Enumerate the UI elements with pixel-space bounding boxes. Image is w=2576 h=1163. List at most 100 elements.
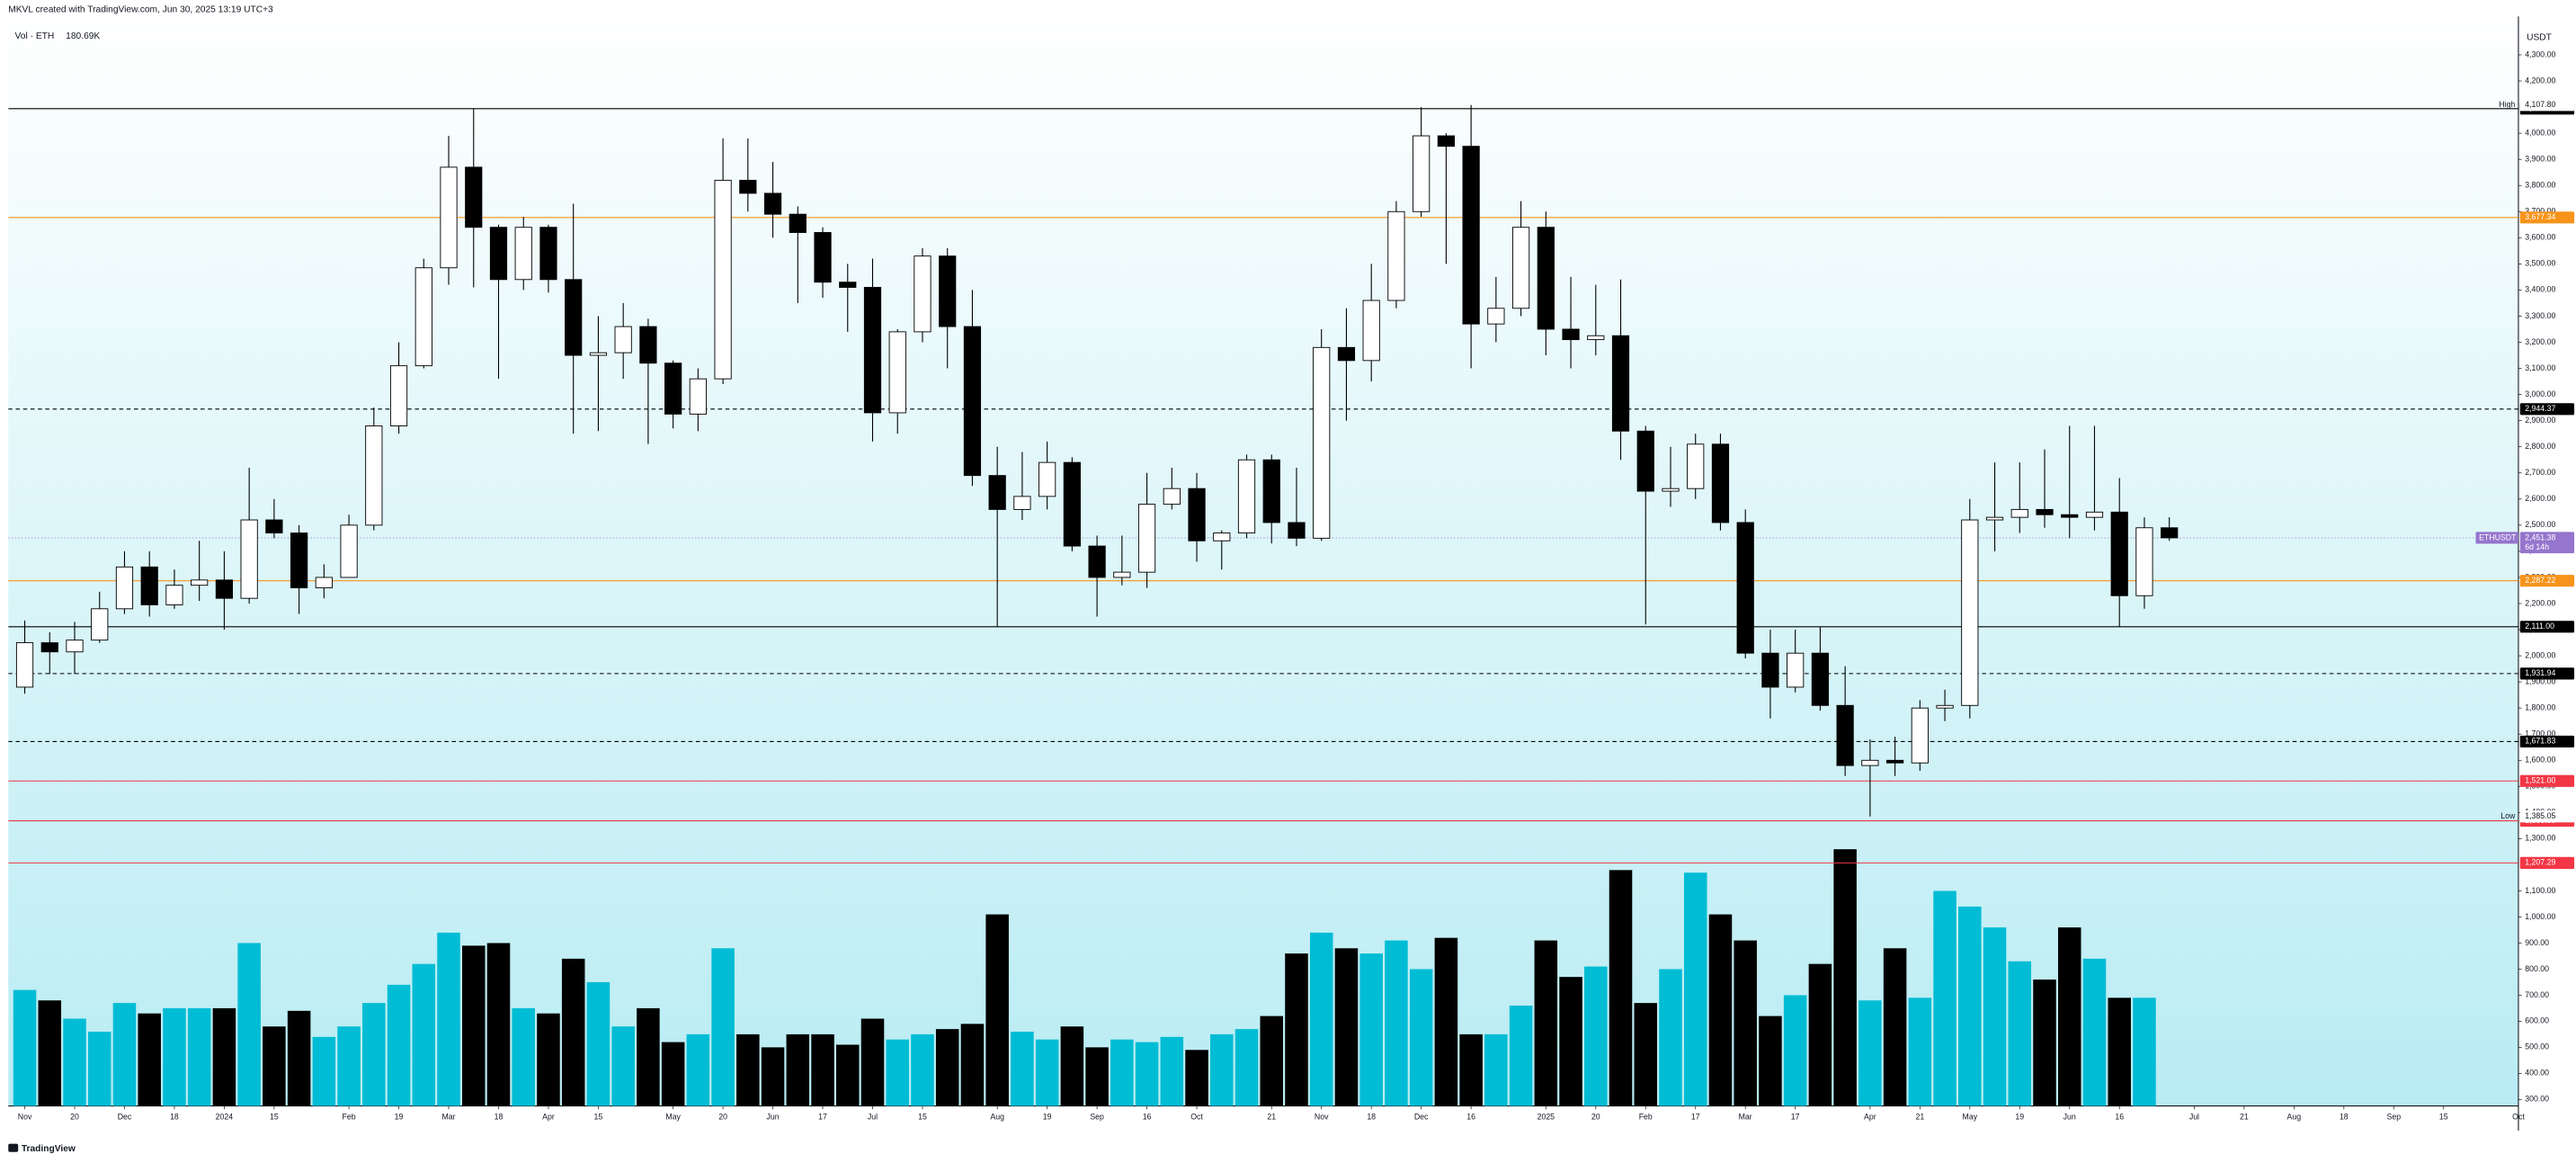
volume-bar [1385,940,1408,1106]
candle-body [1113,571,1131,578]
volume-bar [537,1013,560,1106]
x-tick-label: Sep [1090,1113,1104,1122]
y-tick-label: 4,200.00 [2525,76,2555,85]
y-tick-label: 3,400.00 [2525,285,2555,294]
volume-bar [561,958,585,1106]
y-tick-label: 3,100.00 [2525,363,2555,372]
x-tick-label: Jun [2063,1113,2076,1122]
x-tick-label: Mar [1739,1113,1752,1122]
x-tick-label: Sep [2386,1113,2401,1122]
x-tick-label: May [1963,1113,1978,1122]
x-tick-label: 18 [170,1113,179,1122]
level-badge-bg [2519,667,2575,680]
level-badge: 3,677.34 [2525,212,2555,221]
level-badge: 2,287.22 [2525,576,2555,585]
candle-body [315,577,333,589]
level-badge-bg [2519,856,2575,869]
x-tick-label: May [665,1113,681,1122]
candle-body [739,179,757,194]
volume-bar [1285,953,1308,1106]
candle-body [1313,346,1331,539]
candle-body [2161,527,2179,539]
y2-tick-label: 300.00 [2525,1095,2549,1104]
plot [8,104,2518,1106]
candle-body [1736,522,1754,654]
candle-body [91,608,109,641]
candle-body [2061,514,2079,518]
x-tick-label: 19 [1043,1113,1052,1122]
candle-body [1711,443,1730,523]
candle-body [290,532,308,589]
candle-body [914,255,931,333]
logo-icon [8,1143,19,1152]
extreme-label: Low [2500,811,2516,820]
candle-body [1836,704,1854,766]
candle-body [1936,704,1954,709]
volume-bar [1035,1039,1059,1106]
volume-bar [1808,963,1832,1106]
candle-body [66,640,84,653]
volume-bar [836,1044,860,1106]
candle-body [1662,488,1680,492]
volume-bar [1135,1042,1159,1106]
volume-bar [312,1036,336,1106]
extreme-bg [2519,99,2575,112]
y2-tick-label: 800.00 [2525,964,2549,973]
volume-bar [637,1007,660,1106]
candle-body [939,255,957,327]
current-price: 2,451.38 [2525,532,2555,541]
volume-bar [163,1007,186,1106]
x-tick-label: 15 [2439,1113,2448,1122]
candle-body [539,227,557,281]
candle-body [514,227,532,281]
candle-body [1885,759,1904,764]
extreme-value: 4,107.80 [2525,100,2555,109]
symbol-badge-bg [2475,532,2518,544]
candle-body [1462,146,1480,325]
volume-bar [1484,1033,1508,1106]
volume-bar [1459,1033,1483,1106]
candle-body [215,579,234,599]
y-tick-label: 2,500.00 [2525,520,2555,529]
candle-body [440,166,458,269]
volume-bar [1434,937,1458,1106]
candle-body [140,566,158,605]
volume-bar [1958,906,1982,1106]
x-tick-label: 17 [818,1113,827,1122]
current-symbol: ETHUSDT [2479,532,2517,541]
volume-bar [461,945,486,1106]
y-tick-label: 4,000.00 [2525,128,2555,137]
y-tick-label: 2,900.00 [2525,416,2555,425]
volume-bar [38,1000,62,1106]
candle-body [365,425,383,526]
y2-tick-label: 900.00 [2525,938,2549,947]
y2-tick-label: 1,100.00 [2525,886,2555,895]
volume-legend-value: 180.69K [66,31,100,41]
volume-bar [1734,940,1757,1106]
y-tick-label: 2,800.00 [2525,442,2555,451]
volume-bar [2033,980,2056,1106]
x-tick-label: Nov [18,1113,32,1122]
x-tick-label: Oct [1190,1113,1203,1122]
x-tick-label: 17 [1691,1113,1700,1122]
y2-tick-label: 1,000.00 [2525,912,2555,921]
x-tick-label: Nov [1315,1113,1329,1122]
volume-bar [935,1029,959,1106]
candle-body [1811,652,1830,706]
candle-body [714,179,732,380]
volume-bar [985,914,1009,1106]
volume-bar [1085,1047,1109,1106]
y-tick-label: 3,800.00 [2525,181,2555,190]
candle-body [465,166,483,228]
x-tick-label: Aug [990,1113,1004,1122]
y-tick-label: 3,500.00 [2525,259,2555,268]
y-tick-label: 4,300.00 [2525,49,2555,58]
volume-bar [1883,948,1907,1106]
volume-bar [1933,890,1957,1106]
volume-bar [1833,849,1857,1106]
candle-body [565,279,583,356]
y-tick-label: 1,900.00 [2525,676,2555,685]
x-tick-label: Apr [542,1113,555,1122]
volume-bar [138,1013,161,1106]
current-badge-bg [2519,532,2575,554]
